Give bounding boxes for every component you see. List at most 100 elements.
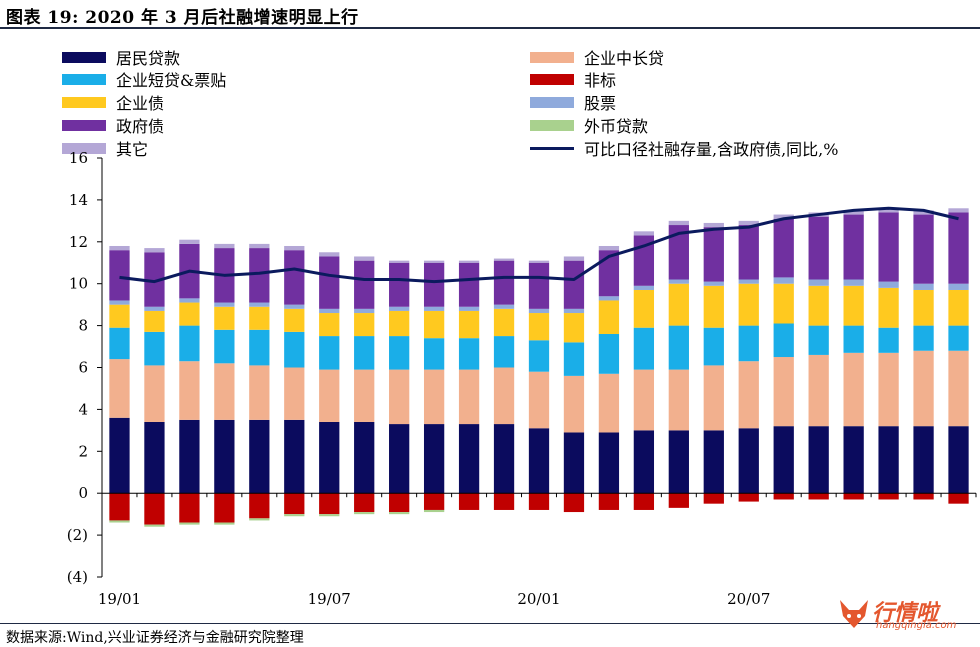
bar-gov-bonds [423, 262, 445, 307]
bar-gov-bonds [668, 225, 689, 280]
bar-other [319, 252, 340, 257]
bar-equity [948, 283, 969, 290]
legend-fx-loans: 外币贷款 [530, 113, 648, 137]
bar-other [493, 258, 515, 261]
bar-gov-bonds [528, 262, 550, 309]
bar-corp-bonds [354, 313, 375, 337]
bar-other [913, 210, 934, 215]
bar-corp-short-bills [144, 331, 165, 366]
bar-corp-bonds [948, 289, 969, 326]
bar-non-standard [738, 493, 759, 502]
bar-corp-short-bills [738, 325, 759, 362]
bar-non-standard [423, 493, 445, 510]
bar-corp-bonds [703, 285, 724, 328]
bar-resident-loans [948, 426, 969, 494]
bar-corp-short-bills [668, 325, 689, 370]
bar-equity [423, 306, 445, 311]
chart-legend: 居民贷款 企业短贷&票贴 企业债 政府债 其它 企业中长贷 非标 股票 外币贷款… [0, 0, 980, 160]
legend-swatch-corp-short-bills [62, 73, 106, 85]
bar-equity [913, 283, 934, 290]
bar-corp-mlt-loans [144, 365, 165, 422]
bar-other [703, 222, 724, 228]
bar-non-standard [249, 493, 270, 519]
bar-equity [773, 277, 794, 284]
legend-label: 外币贷款 [584, 117, 649, 136]
y-tick-label: 10 [69, 275, 88, 293]
bar-corp-bonds [423, 310, 445, 339]
bar-other [668, 220, 689, 226]
bar-corp-bonds [179, 302, 200, 326]
bar-corp-mlt-loans [109, 359, 130, 418]
bar-equity [598, 296, 620, 301]
y-tick-label: 4 [78, 400, 88, 418]
bar-corp-bonds [773, 283, 794, 324]
bar-fx-loans [214, 522, 235, 525]
bar-resident-loans [179, 419, 200, 494]
bar-corp-bonds [633, 289, 655, 328]
bar-resident-loans [284, 419, 305, 494]
bar-other [214, 243, 235, 249]
bar-fx-loans [423, 509, 445, 513]
bar-resident-loans [109, 417, 130, 494]
bar-resident-loans [249, 419, 270, 494]
bar-other [738, 220, 759, 226]
legend-swatch-equity [530, 96, 574, 108]
y-tick-label: 2 [78, 442, 88, 460]
figure-title: 图表 19: 2020 年 3 月后社融增速明显上行 [6, 8, 359, 28]
bar-resident-loans [738, 428, 759, 494]
bar-resident-loans [668, 430, 689, 494]
bar-resident-loans [423, 424, 445, 494]
bar-gov-bonds [878, 212, 899, 282]
bar-other [423, 260, 445, 263]
bar-corp-short-bills [913, 325, 934, 351]
bar-corp-short-bills [843, 325, 864, 353]
bar-non-standard [109, 493, 130, 521]
bar-corp-bonds [913, 289, 934, 326]
bar-corp-bonds [458, 310, 480, 339]
x-tick-label: 20/07 [727, 590, 770, 608]
bar-corp-bonds [738, 283, 759, 326]
legend-gov-bonds: 政府债 [62, 113, 164, 137]
bar-non-standard [598, 493, 620, 510]
legend-line-yoy [530, 146, 574, 150]
bar-other [948, 208, 969, 213]
bar-corp-bonds [144, 310, 165, 332]
bar-resident-loans [878, 426, 899, 494]
bar-corp-short-bills [458, 338, 480, 370]
bar-fx-loans [109, 520, 130, 523]
bar-corp-short-bills [808, 325, 829, 355]
legend-corp-short-bills: 企业短贷&票贴 [62, 67, 226, 91]
legend-other: 其它 [62, 136, 148, 160]
bar-corp-bonds [249, 306, 270, 330]
bar-gov-bonds [563, 260, 585, 309]
bar-non-standard [144, 493, 165, 525]
y-tick-label: 16 [69, 149, 88, 167]
source-rule [0, 623, 980, 624]
bar-resident-loans [563, 432, 585, 494]
bar-corp-bonds [563, 313, 585, 343]
bar-gov-bonds [249, 248, 270, 303]
bar-corp-short-bills [389, 336, 410, 370]
bar-corp-mlt-loans [214, 363, 235, 420]
bar-corp-mlt-loans [773, 357, 794, 427]
bar-other [144, 248, 165, 253]
bar-corp-short-bills [633, 327, 655, 370]
bar-gov-bonds [493, 260, 515, 305]
title-rule [0, 27, 980, 29]
bar-resident-loans [493, 424, 515, 494]
bar-resident-loans [389, 424, 410, 494]
bar-corp-mlt-loans [423, 369, 445, 425]
legend-corp-bonds: 企业债 [62, 90, 164, 114]
bar-fx-loans [284, 514, 305, 517]
bar-corp-mlt-loans [389, 369, 410, 425]
bar-other [878, 208, 899, 213]
bar-non-standard [458, 493, 480, 510]
bar-corp-mlt-loans [354, 369, 375, 422]
bar-corp-short-bills [319, 336, 340, 370]
bar-fx-loans [319, 514, 340, 517]
bar-gov-bonds [458, 262, 480, 307]
bar-fx-loans [144, 524, 165, 527]
bar-corp-bonds [668, 283, 689, 326]
bar-corp-short-bills [703, 327, 724, 366]
